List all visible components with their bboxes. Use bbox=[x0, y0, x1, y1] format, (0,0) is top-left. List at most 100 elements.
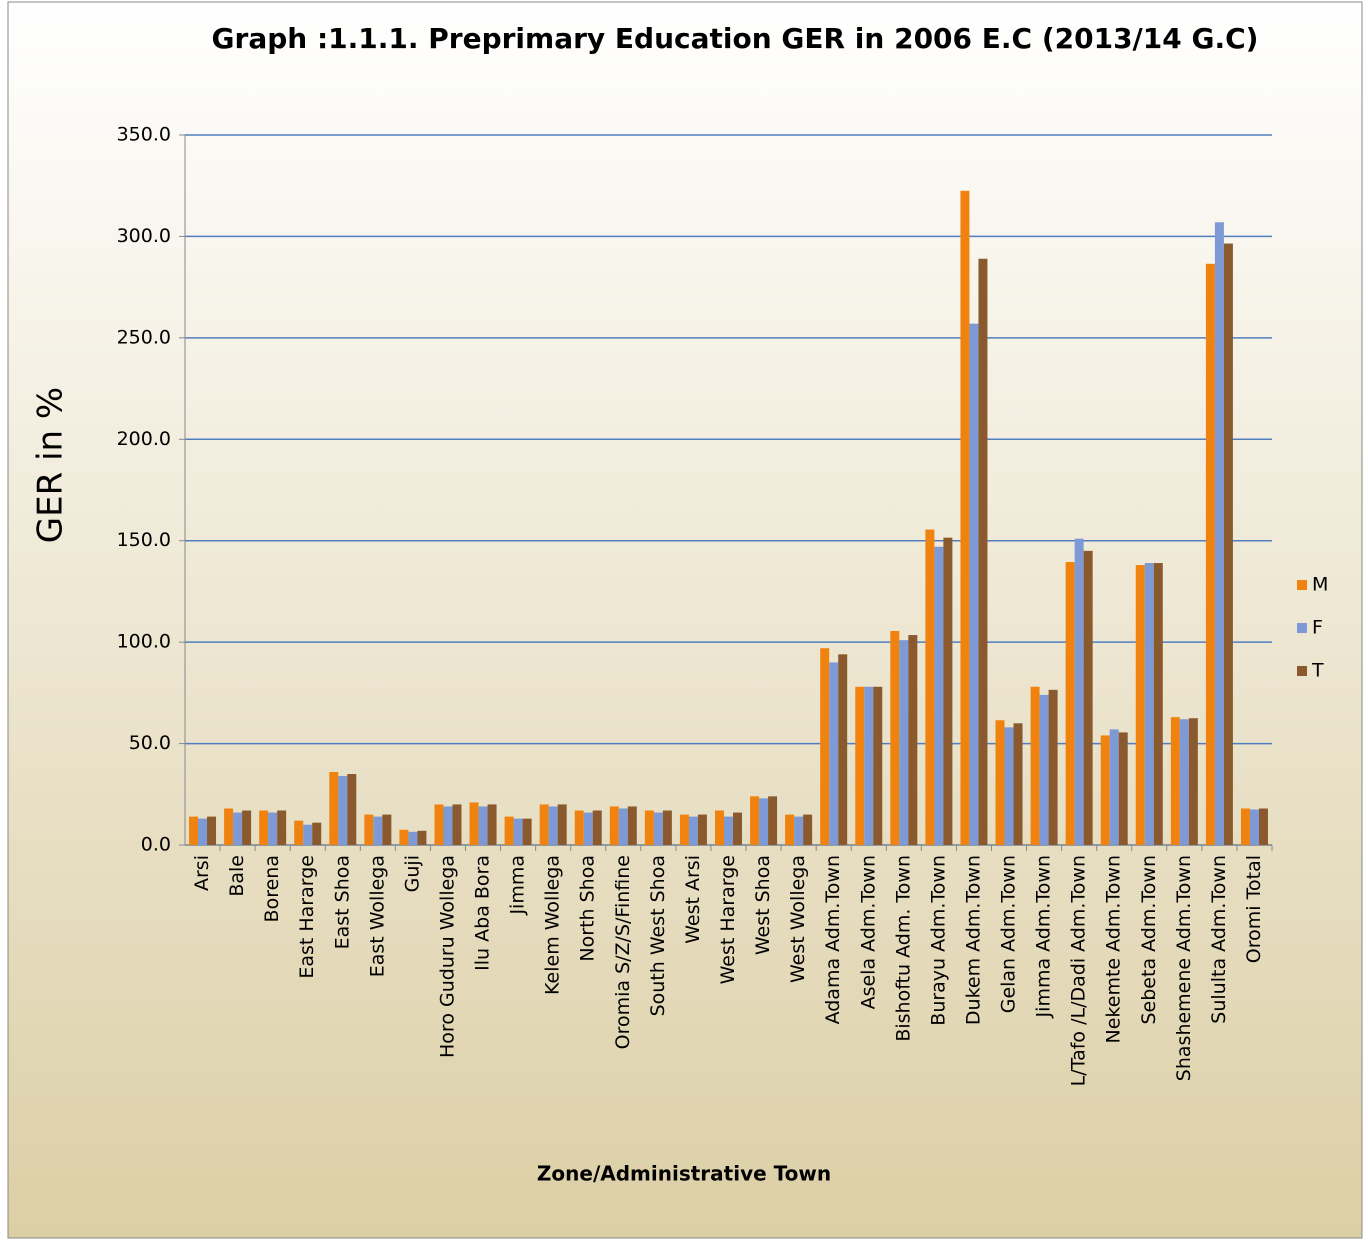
bar bbox=[1144, 563, 1154, 845]
bar bbox=[724, 816, 733, 845]
bar bbox=[224, 808, 234, 845]
x-tick-label: Dukem Adm.Town bbox=[962, 855, 984, 1025]
x-tick-label: West Wollega bbox=[787, 855, 809, 983]
bar bbox=[574, 810, 584, 845]
bar bbox=[653, 812, 663, 845]
bar bbox=[557, 804, 567, 845]
bar bbox=[513, 818, 523, 845]
bar bbox=[382, 814, 392, 845]
y-axis-title: GER in % bbox=[31, 387, 71, 543]
bar bbox=[1118, 732, 1128, 845]
bar bbox=[434, 804, 444, 845]
bar bbox=[890, 630, 900, 845]
x-tick-label: L/Tafo /L/Dadi Adm.Town bbox=[1068, 855, 1090, 1086]
bar bbox=[1083, 550, 1093, 845]
x-tick-label: North Shoa bbox=[577, 855, 599, 962]
x-tick-label: West Shoa bbox=[752, 855, 774, 955]
bar bbox=[1205, 263, 1215, 845]
bar bbox=[583, 812, 593, 845]
bar bbox=[943, 537, 953, 845]
bar bbox=[978, 258, 988, 845]
bar bbox=[644, 810, 654, 845]
bar bbox=[803, 814, 813, 845]
bar bbox=[1258, 808, 1268, 845]
bar bbox=[1188, 718, 1198, 845]
x-tick-label: Adama Adm.Town bbox=[822, 855, 844, 1024]
bar bbox=[487, 804, 497, 845]
y-tick-label: 350.0 bbox=[117, 124, 171, 146]
x-tick-label: West Hararge bbox=[717, 855, 739, 984]
bar bbox=[1240, 808, 1250, 845]
bar bbox=[1074, 538, 1084, 845]
x-tick-label: Shashemene Adm.Town bbox=[1173, 855, 1195, 1081]
bar bbox=[469, 802, 479, 845]
bar bbox=[960, 190, 970, 846]
bar bbox=[548, 806, 558, 845]
bar bbox=[259, 810, 269, 845]
legend-swatch bbox=[1297, 580, 1307, 590]
x-axis-title: Zone/Administrative Town bbox=[537, 1162, 831, 1186]
bar bbox=[697, 814, 707, 845]
bar bbox=[1170, 717, 1180, 845]
x-tick-label: Burayu Adm.Town bbox=[927, 855, 949, 1026]
bar bbox=[364, 814, 374, 845]
bar bbox=[1004, 727, 1014, 845]
legend-label: F bbox=[1312, 617, 1323, 639]
x-tick-label: Guji bbox=[401, 855, 423, 892]
bar bbox=[303, 824, 313, 845]
x-tick-label: South West Shoa bbox=[647, 855, 669, 1016]
bar bbox=[417, 830, 427, 845]
bar bbox=[329, 771, 339, 845]
bar bbox=[768, 796, 778, 845]
bar bbox=[373, 816, 383, 845]
y-tick-label: 150.0 bbox=[117, 529, 171, 551]
x-tick-label: Horo Guduru Wollega bbox=[436, 855, 458, 1058]
bar bbox=[443, 806, 453, 845]
bar bbox=[347, 774, 357, 845]
bar bbox=[522, 818, 532, 845]
bar bbox=[478, 806, 488, 845]
bar bbox=[1249, 809, 1259, 845]
bar bbox=[820, 648, 830, 845]
bar bbox=[1135, 565, 1145, 845]
legend-swatch bbox=[1297, 623, 1307, 633]
bar bbox=[794, 816, 804, 845]
bar bbox=[539, 804, 549, 845]
bar bbox=[338, 776, 348, 845]
bar bbox=[873, 686, 883, 845]
legend-swatch bbox=[1297, 666, 1307, 676]
bar bbox=[233, 812, 243, 845]
legend-label: T bbox=[1311, 660, 1324, 682]
y-tick-label: 100.0 bbox=[117, 631, 171, 653]
x-tick-label: Sebeta Adm.Town bbox=[1138, 855, 1160, 1025]
x-tick-label: West Arsi bbox=[682, 855, 704, 944]
x-tick-label: Borena bbox=[261, 855, 283, 922]
bar bbox=[829, 662, 839, 845]
x-tick-label: Jimma Adm.Town bbox=[1033, 855, 1055, 1018]
bar bbox=[750, 796, 760, 845]
bar bbox=[899, 640, 909, 845]
bar bbox=[592, 810, 602, 845]
x-tick-label: Oromi Total bbox=[1243, 855, 1265, 963]
bar bbox=[662, 810, 672, 845]
x-tick-label: Kelem Wollega bbox=[542, 855, 564, 995]
x-tick-label: Nekemte Adm.Town bbox=[1103, 855, 1125, 1043]
bar bbox=[679, 814, 689, 845]
bar bbox=[934, 546, 944, 845]
bar bbox=[688, 816, 698, 845]
y-tick-label: 50.0 bbox=[129, 732, 171, 754]
bar bbox=[627, 806, 637, 845]
x-tick-label: Sululta Adm.Town bbox=[1208, 855, 1230, 1024]
legend-label: M bbox=[1312, 574, 1328, 596]
bar bbox=[452, 804, 462, 845]
x-tick-label: Gelan Adm.Town bbox=[998, 855, 1020, 1013]
bar bbox=[312, 822, 322, 845]
bar bbox=[759, 798, 769, 845]
bar bbox=[785, 814, 795, 845]
bar bbox=[242, 810, 252, 845]
bar bbox=[207, 816, 217, 845]
bar bbox=[715, 810, 724, 845]
bar bbox=[838, 654, 848, 845]
